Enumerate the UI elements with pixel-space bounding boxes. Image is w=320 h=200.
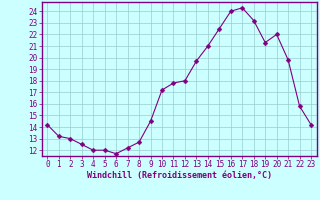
X-axis label: Windchill (Refroidissement éolien,°C): Windchill (Refroidissement éolien,°C) xyxy=(87,171,272,180)
